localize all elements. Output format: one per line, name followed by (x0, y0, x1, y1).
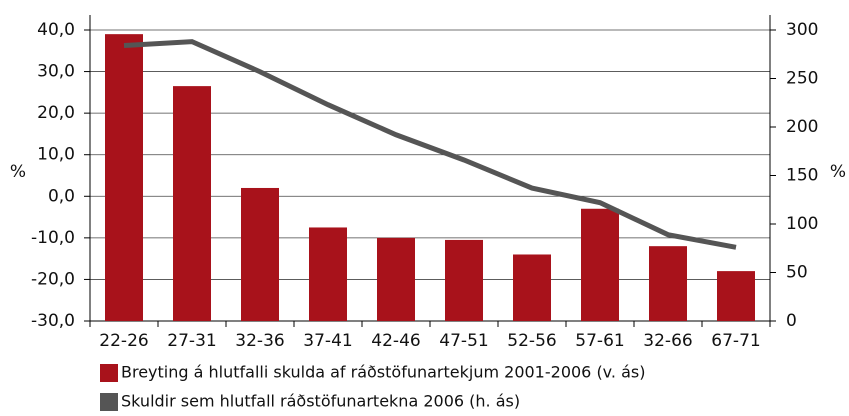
legend-label: Breyting á hlutfalli skulda af ráðstöfun… (121, 363, 645, 382)
y-tick-label: 0,0 (48, 186, 75, 206)
y2-tick-label: 250 (786, 69, 818, 89)
x-tick-label: 22-26 (99, 331, 148, 351)
bar (309, 227, 347, 321)
x-tick-label: 37-41 (303, 331, 352, 351)
bar (717, 271, 755, 321)
y2-tick-label: 100 (786, 214, 818, 234)
bar (581, 208, 619, 321)
bar (513, 254, 551, 321)
y2-tick-label: 150 (786, 166, 818, 186)
legend-swatch (100, 364, 118, 382)
x-tick-label: 47-51 (439, 331, 488, 351)
line (123, 39, 737, 250)
x-tick-label: 32-36 (235, 331, 284, 351)
x-tick-label: 32-66 (643, 331, 692, 351)
y-tick-label: -20,0 (31, 269, 75, 289)
y-tick-label: 40,0 (37, 20, 75, 40)
y2-tick-label: 0 (786, 311, 797, 331)
y2-tick-label: 300 (786, 20, 818, 40)
bar (377, 237, 415, 321)
legend-label: Skuldir sem hlutfall ráðstöfunartekna 20… (121, 392, 520, 411)
bar (105, 34, 143, 322)
bar (445, 239, 483, 321)
bar (241, 187, 279, 321)
y-tick-label: -10,0 (31, 228, 75, 248)
bar (649, 246, 687, 321)
y-tick-label: 10,0 (37, 145, 75, 165)
bar (173, 86, 211, 321)
y-tick-label: 30,0 (37, 62, 75, 82)
y-tick-label: 20,0 (37, 103, 75, 123)
x-tick-label: 27-31 (167, 331, 216, 351)
x-tick-label: 42-46 (371, 331, 420, 351)
x-tick-label: 52-56 (507, 331, 556, 351)
y2-tick-label: 50 (786, 263, 808, 283)
legend-swatch (100, 393, 118, 411)
y-axis-label: % (10, 162, 26, 182)
y2-tick-label: 200 (786, 117, 818, 137)
y-tick-label: -30,0 (31, 311, 75, 331)
y2-axis-label: % (830, 162, 846, 182)
x-tick-label: 57-61 (575, 331, 624, 351)
x-tick-label: 67-71 (711, 331, 760, 351)
